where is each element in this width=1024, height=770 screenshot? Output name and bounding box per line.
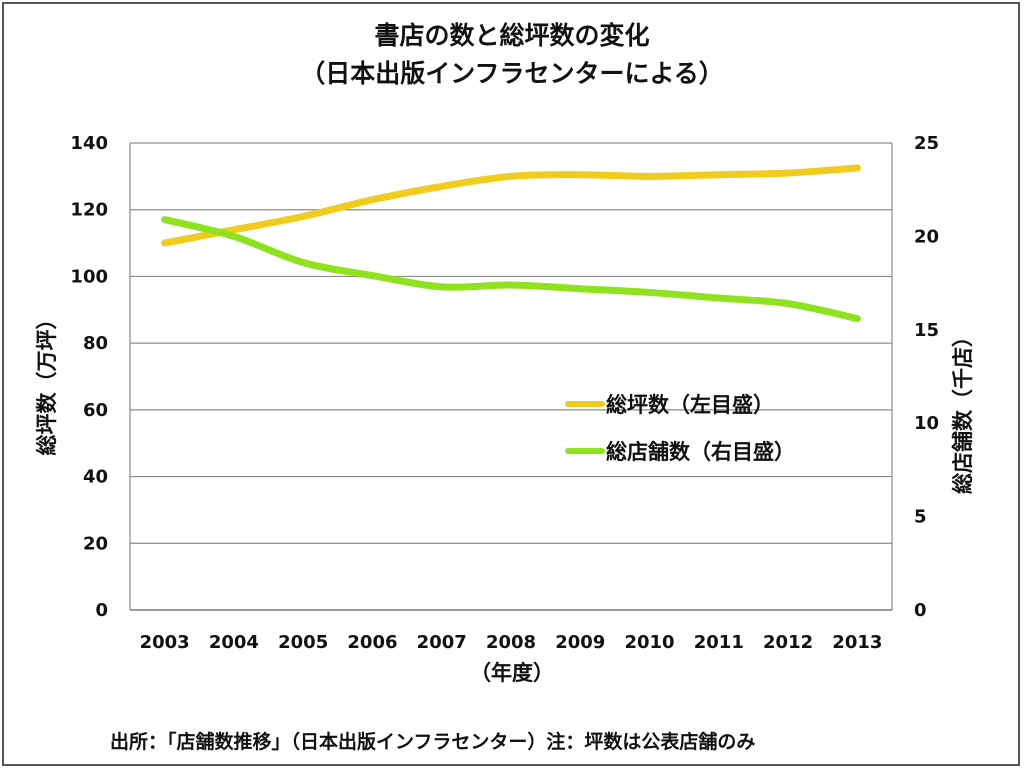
x-tick-label-2006: 2006 [347,632,397,653]
right-y-ticks: 0 5 10 15 20 25 [914,133,939,621]
x-tick-label-2005: 2005 [278,632,328,653]
left-tick-label-140: 140 [70,133,108,154]
legend-label-tsubo: 総坪数（左目盛） [606,393,774,417]
left-tick-label-60: 60 [83,400,108,421]
right-tick-label-5: 5 [914,507,927,528]
left-tick-label-0: 0 [95,600,108,621]
legend-label-stores: 総店舗数（右目盛） [606,440,795,464]
series-lines [161,164,861,323]
x-tick-label-2007: 2007 [417,632,467,653]
x-tick-label-2008: 2008 [486,632,536,653]
x-tick-label-2003: 2003 [140,632,190,653]
right-tick-label-10: 10 [914,413,939,434]
x-tick-label-2011: 2011 [694,632,744,653]
right-y-axis-label: 総店舗数（千店） [951,326,975,494]
right-tick-label-15: 15 [914,320,939,341]
left-tick-label-40: 40 [83,467,108,488]
right-tick-label-25: 25 [914,133,939,154]
left-tick-label-20: 20 [83,533,108,554]
chart-title-line1: 書店の数と総坪数の変化 [374,21,649,50]
left-tick-label-100: 100 [70,266,108,287]
x-tick-label-2012: 2012 [763,632,813,653]
x-tick-label-2004: 2004 [209,632,259,653]
series-line-tsubo [161,164,861,247]
x-tick-label-2013: 2013 [832,632,882,653]
x-tick-label-2009: 2009 [555,632,605,653]
left-tick-label-80: 80 [83,333,108,354]
chart-title-line2: （日本出版インフラセンターによる） [300,59,724,88]
x-axis-label: （年度） [470,661,554,685]
x-tick-label-2010: 2010 [624,632,674,653]
grid-lines [129,142,893,611]
right-tick-label-20: 20 [914,226,939,247]
source-note: 出所：「店舗数推移」（日本出版インフラセンター）注：坪数は公表店舗のみ [110,730,755,753]
right-tick-label-0: 0 [914,600,927,621]
left-y-axis-label: 総坪数（万坪） [35,309,59,456]
left-tick-label-120: 120 [70,200,108,221]
left-y-ticks: 0 20 40 60 80 100 120 140 [70,133,108,621]
legend: 総坪数（左目盛） 総店舗数（右目盛） [565,393,795,464]
series-line-stores [161,216,861,323]
x-ticks: 2003 2004 2005 2006 2007 2008 2009 2010 2011 2012… [140,632,883,653]
